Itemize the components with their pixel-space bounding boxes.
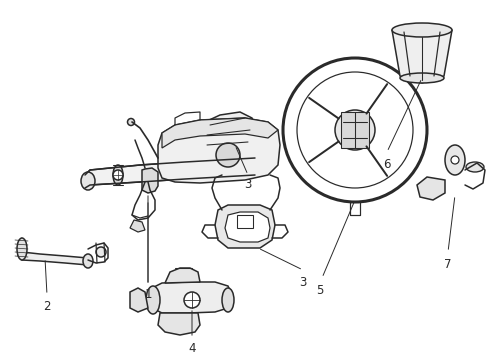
Polygon shape xyxy=(18,238,88,265)
Ellipse shape xyxy=(83,254,93,268)
Circle shape xyxy=(216,143,240,167)
Polygon shape xyxy=(203,112,255,152)
Polygon shape xyxy=(165,268,200,283)
Polygon shape xyxy=(148,282,232,313)
Ellipse shape xyxy=(17,238,27,260)
Ellipse shape xyxy=(249,155,261,177)
Text: 3: 3 xyxy=(299,275,307,288)
Ellipse shape xyxy=(146,286,160,314)
Polygon shape xyxy=(130,220,145,232)
Ellipse shape xyxy=(400,73,444,83)
Text: 4: 4 xyxy=(188,342,196,355)
Polygon shape xyxy=(85,158,255,188)
Polygon shape xyxy=(158,313,200,335)
Text: 6: 6 xyxy=(383,158,391,171)
Polygon shape xyxy=(215,205,275,248)
Circle shape xyxy=(451,156,459,164)
Polygon shape xyxy=(392,30,452,83)
Polygon shape xyxy=(417,177,445,200)
Polygon shape xyxy=(237,215,253,228)
Polygon shape xyxy=(162,118,278,148)
Polygon shape xyxy=(341,112,369,148)
Ellipse shape xyxy=(113,165,123,185)
Ellipse shape xyxy=(445,145,465,175)
Circle shape xyxy=(184,292,200,308)
Text: 7: 7 xyxy=(444,258,452,271)
Polygon shape xyxy=(158,118,280,183)
Polygon shape xyxy=(130,288,148,312)
Circle shape xyxy=(96,247,106,257)
Text: 3: 3 xyxy=(245,179,252,192)
Text: 1: 1 xyxy=(144,288,152,302)
Polygon shape xyxy=(142,168,158,193)
Circle shape xyxy=(113,170,123,180)
Ellipse shape xyxy=(392,23,452,37)
Ellipse shape xyxy=(335,110,375,150)
Text: 5: 5 xyxy=(317,284,324,297)
Ellipse shape xyxy=(222,288,234,312)
Text: 2: 2 xyxy=(43,300,51,312)
Polygon shape xyxy=(225,212,270,242)
Ellipse shape xyxy=(81,172,95,190)
Ellipse shape xyxy=(466,162,484,172)
Circle shape xyxy=(127,118,134,126)
